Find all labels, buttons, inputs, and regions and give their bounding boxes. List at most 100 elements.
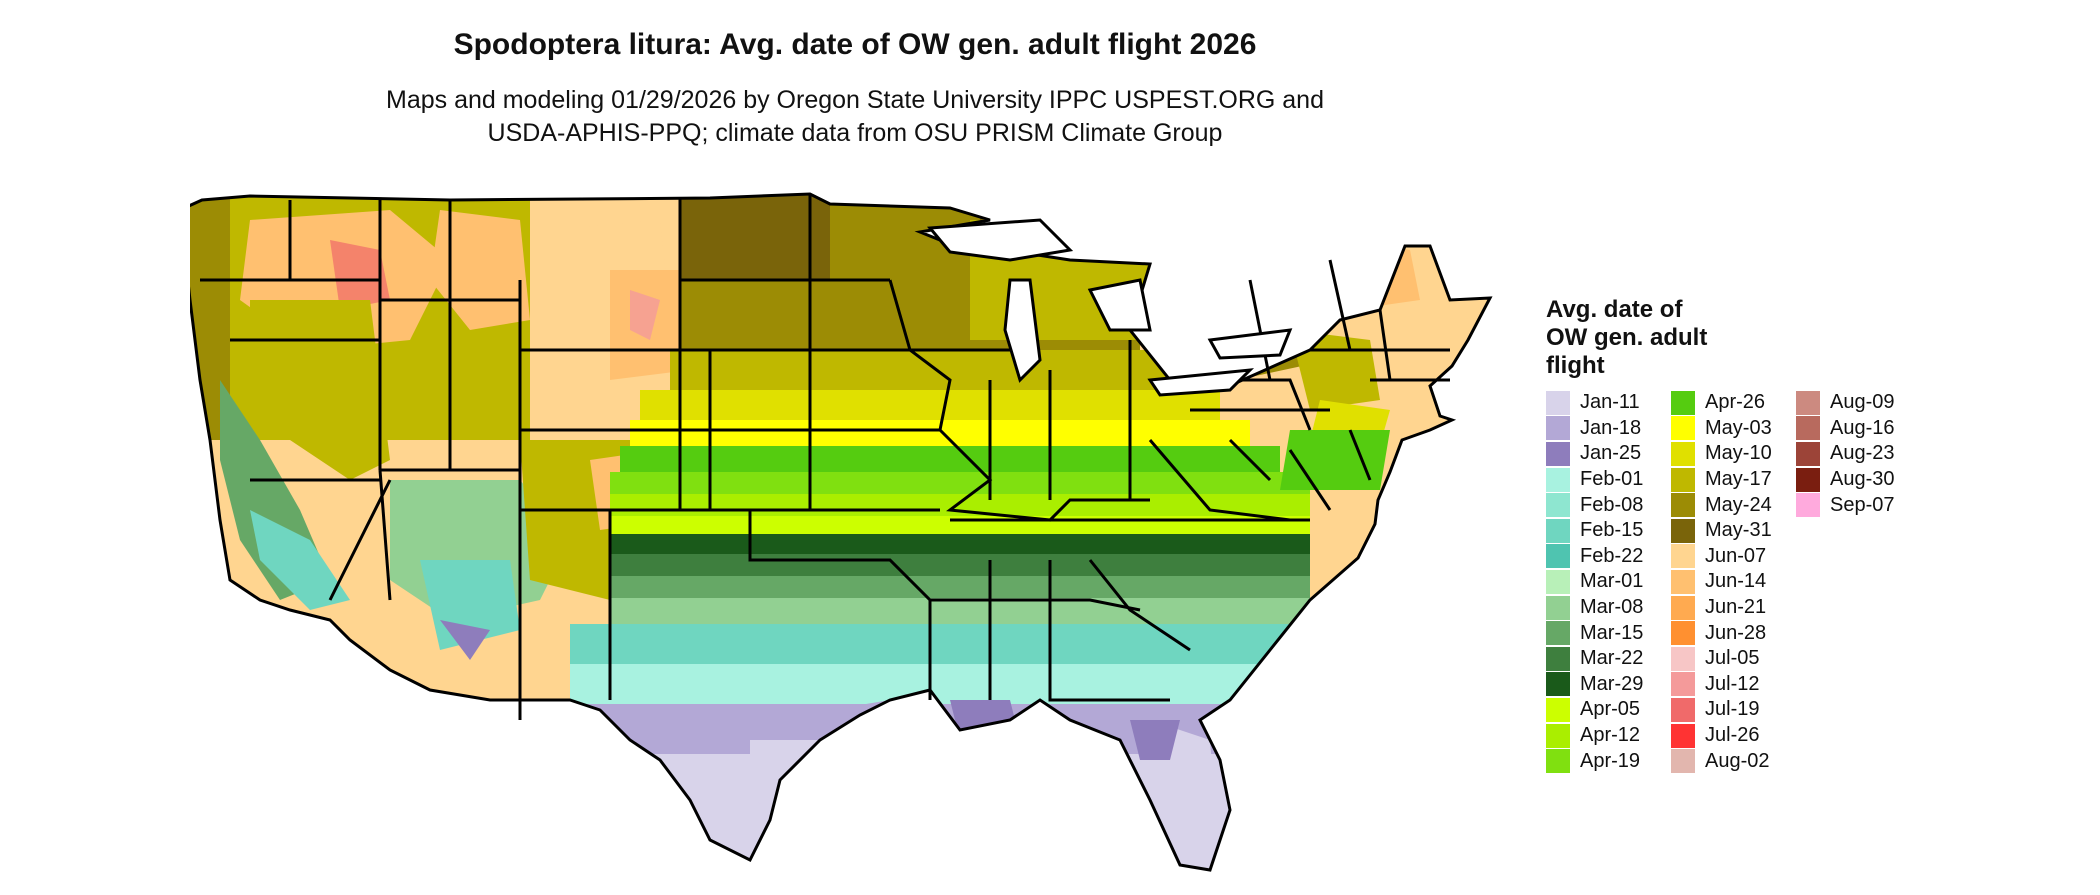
legend-label: Jun-14 (1705, 570, 1767, 593)
legend-item: Apr-26 (1671, 390, 1796, 416)
legend-swatch (1796, 493, 1820, 518)
legend-item: Jul-05 (1671, 646, 1796, 672)
legend-swatch (1546, 416, 1570, 441)
legend-swatch (1546, 518, 1570, 543)
legend-label: Sep-07 (1830, 493, 1895, 516)
legend-swatch (1796, 441, 1820, 466)
legend-label: Jun-07 (1705, 544, 1767, 567)
legend-item: Apr-05 (1546, 697, 1671, 723)
legend-item: May-10 (1671, 441, 1796, 467)
legend-swatch (1796, 390, 1820, 415)
legend-swatch (1671, 416, 1695, 441)
legend-item: Apr-19 (1546, 748, 1671, 774)
legend-item: May-03 (1671, 416, 1796, 442)
legend-swatch (1671, 646, 1695, 671)
legend-item: Jul-12 (1671, 672, 1796, 698)
legend-label: Mar-29 (1580, 672, 1644, 695)
legend-item: Apr-12 (1546, 723, 1671, 749)
legend-swatch (1546, 595, 1570, 620)
legend-swatch (1671, 518, 1695, 543)
legend-label: Jul-12 (1705, 672, 1760, 695)
legend-item: Aug-16 (1796, 416, 1921, 442)
legend-item: Aug-23 (1796, 441, 1921, 467)
legend-swatch (1671, 749, 1695, 774)
legend-swatch (1671, 467, 1695, 492)
legend-swatch (1546, 441, 1570, 466)
legend-label: Mar-01 (1580, 570, 1644, 593)
legend-label: Feb-08 (1580, 493, 1644, 516)
legend-swatch (1546, 390, 1570, 415)
legend-label: Aug-02 (1705, 749, 1770, 772)
legend-item: Mar-22 (1546, 646, 1671, 672)
legend-swatch (1546, 723, 1570, 748)
legend-item: Sep-07 (1796, 492, 1921, 518)
legend-item: Aug-02 (1671, 748, 1796, 774)
legend-swatch (1671, 390, 1695, 415)
legend-title-line-2: OW gen. adult (1546, 324, 1708, 351)
legend-title: Avg. date of OW gen. adult flight (1546, 296, 1786, 380)
legend-item: Jan-25 (1546, 441, 1671, 467)
legend-label: Apr-26 (1705, 391, 1766, 414)
legend-item: May-24 (1671, 492, 1796, 518)
legend-label: May-17 (1705, 468, 1772, 491)
legend-title-line-3: flight (1546, 352, 1605, 379)
legend-label: Jan-11 (1580, 391, 1640, 414)
legend-swatch (1671, 569, 1695, 594)
legend-label: Mar-15 (1580, 621, 1644, 644)
legend-label: Feb-01 (1580, 468, 1644, 491)
legend-item: May-17 (1671, 467, 1796, 493)
legend-label: Aug-23 (1830, 442, 1895, 465)
us-map-svg (178, 192, 1493, 872)
legend-swatch (1546, 569, 1570, 594)
legend-label: Jan-25 (1580, 442, 1642, 465)
legend-column: Apr-26 May-03 May-10 May-17 May-24 May-31 Jun-… (1671, 390, 1796, 774)
legend-label: May-03 (1705, 416, 1772, 439)
legend-item: Jun-21 (1671, 595, 1796, 621)
map-title: Spodoptera litura: Avg. date of OW gen. … (453, 28, 1257, 61)
legend-swatch (1546, 749, 1570, 774)
legend-label: Jun-21 (1705, 596, 1767, 619)
legend-title-line-1: Avg. date of (1546, 296, 1683, 323)
legend-label: May-10 (1705, 442, 1772, 465)
legend-item: Aug-30 (1796, 467, 1921, 493)
legend-swatch (1671, 672, 1695, 697)
legend-swatch (1546, 467, 1570, 492)
legend-swatch (1671, 723, 1695, 748)
legend-label: Jul-19 (1705, 698, 1760, 721)
legend-swatch (1546, 672, 1570, 697)
map-legend: Avg. date of OW gen. adult flight Jan-11… (1546, 296, 1921, 774)
us-outline (178, 192, 1493, 872)
legend-label: Feb-22 (1580, 544, 1644, 567)
legend-item: May-31 (1671, 518, 1796, 544)
legend-label: Aug-16 (1830, 416, 1895, 439)
subtitle-line-2: USDA-APHIS-PPQ; climate data from OSU PR… (487, 119, 1223, 147)
legend-columns: Jan-11 Jan-18 Jan-25 Feb-01 Feb-08 Feb-15 Feb-… (1546, 390, 1921, 774)
subtitle-line-1: Maps and modeling 01/29/2026 by Oregon S… (386, 86, 1324, 114)
us-map (178, 180, 1530, 890)
map-subtitle: Maps and modeling 01/29/2026 by Oregon S… (0, 84, 1710, 150)
legend-label: Jul-05 (1705, 647, 1760, 670)
legend-swatch (1671, 697, 1695, 722)
legend-item: Mar-08 (1546, 595, 1671, 621)
legend-item: Feb-15 (1546, 518, 1671, 544)
legend-swatch (1546, 544, 1570, 569)
legend-item: Aug-09 (1796, 390, 1921, 416)
legend-item: Jul-26 (1671, 723, 1796, 749)
legend-swatch (1671, 441, 1695, 466)
legend-label: Apr-19 (1580, 749, 1641, 772)
legend-label: May-24 (1705, 493, 1772, 516)
legend-item: Jul-19 (1671, 697, 1796, 723)
legend-swatch (1671, 544, 1695, 569)
legend-item: Jun-14 (1671, 569, 1796, 595)
legend-label: Jul-26 (1705, 724, 1760, 747)
legend-label: Jan-18 (1580, 416, 1642, 439)
legend-item: Mar-01 (1546, 569, 1671, 595)
legend-item: Mar-15 (1546, 620, 1671, 646)
great-lakes (926, 218, 1293, 397)
legend-swatch (1796, 467, 1820, 492)
legend-item: Jun-28 (1671, 620, 1796, 646)
legend-item: Feb-08 (1546, 492, 1671, 518)
legend-label: Aug-09 (1830, 391, 1895, 414)
legend-label: Aug-30 (1830, 468, 1895, 491)
legend-item: Jan-11 (1546, 390, 1671, 416)
